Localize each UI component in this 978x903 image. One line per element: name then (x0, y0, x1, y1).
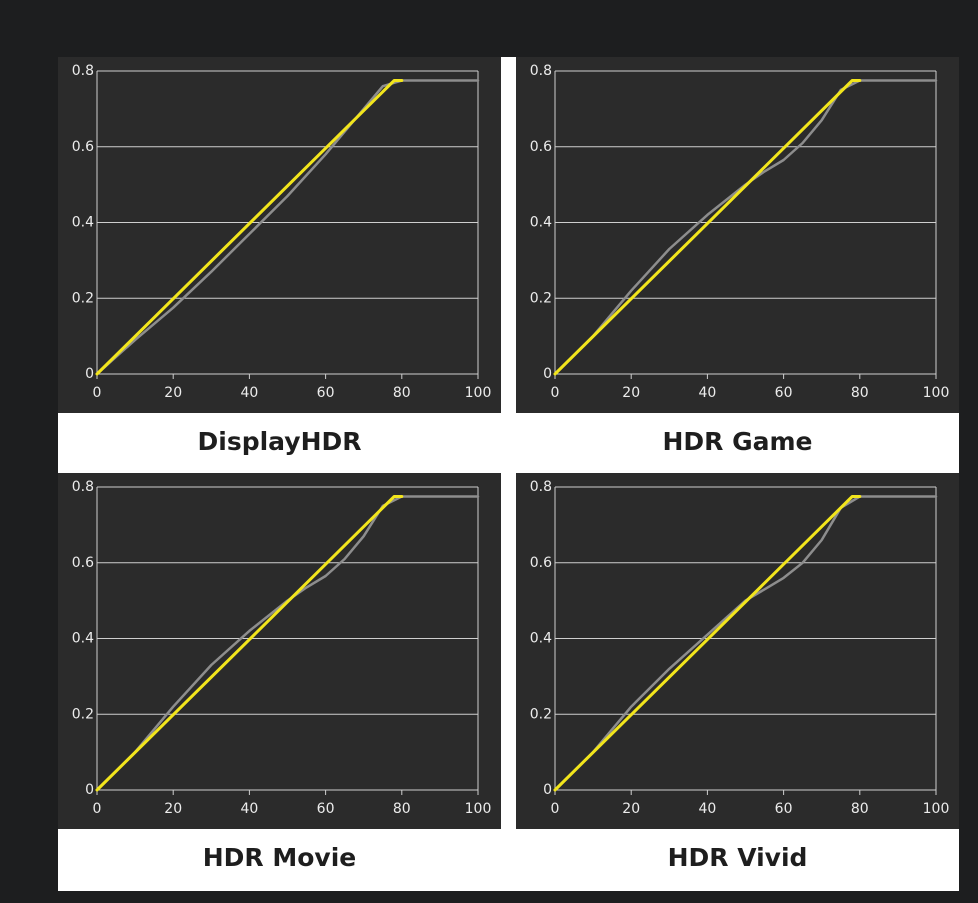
x-tick-label: 80 (393, 385, 411, 401)
x-tick-label: 20 (164, 385, 182, 401)
x-tick-label: 80 (393, 801, 411, 817)
x-tick-label: 60 (775, 801, 793, 817)
y-tick-label: 0.4 (530, 215, 552, 231)
chart-panel-hdr-game: 0 0.2 0.4 0.6 0.8 0 20 40 60 80 100 HDR Game (516, 57, 959, 456)
chart-title: DisplayHDR (197, 427, 362, 456)
x-tick-label: 40 (698, 385, 716, 401)
y-tick-label: 0 (543, 366, 552, 382)
plot-background (58, 57, 501, 413)
x-tick-label: 0 (93, 801, 102, 817)
chart-title: HDR Game (662, 427, 813, 456)
target-curve-line (553, 79, 862, 376)
y-tick-label: 0.8 (530, 63, 552, 79)
x-tick-label: 60 (317, 385, 335, 401)
x-tick-label: 100 (465, 385, 492, 401)
x-tick-label: 100 (923, 385, 950, 401)
x-tick-label: 80 (851, 801, 869, 817)
y-tick-label: 0.8 (72, 63, 94, 79)
chart-figure: 0 0.2 0.4 0.6 0.8 0 20 40 60 80 100 DisplayHDR 0 0.… (58, 57, 959, 891)
y-tick-label: 0.6 (72, 139, 94, 155)
x-tick-label: 20 (164, 801, 182, 817)
x-tick-label: 40 (698, 801, 716, 817)
chart-title: HDR Vivid (667, 843, 808, 872)
target-curve-line (95, 495, 404, 792)
target-curve-line (95, 79, 404, 376)
chart-plot-hdr-vivid: 0 0.2 0.4 0.6 0.8 0 20 40 60 80 100 (516, 473, 959, 829)
chart-plot-hdr-game: 0 0.2 0.4 0.6 0.8 0 20 40 60 80 100 (516, 57, 959, 413)
x-tick-label: 60 (775, 385, 793, 401)
x-tick-label: 0 (551, 801, 560, 817)
y-tick-label: 0.8 (72, 479, 94, 495)
y-tick-label: 0.2 (72, 706, 94, 722)
chart-panel-displayhdr: 0 0.2 0.4 0.6 0.8 0 20 40 60 80 100 DisplayHDR (58, 57, 501, 456)
chart-plot-hdr-movie: 0 0.2 0.4 0.6 0.8 0 20 40 60 80 100 (58, 473, 501, 829)
y-tick-label: 0 (85, 782, 94, 798)
y-tick-label: 0 (543, 782, 552, 798)
chart-plot-displayhdr: 0 0.2 0.4 0.6 0.8 0 20 40 60 80 100 (58, 57, 501, 413)
y-tick-label: 0 (85, 366, 94, 382)
x-tick-label: 0 (551, 385, 560, 401)
x-tick-label: 20 (622, 385, 640, 401)
x-tick-label: 0 (93, 385, 102, 401)
y-tick-label: 0.4 (72, 215, 94, 231)
plot-background (58, 473, 501, 829)
target-curve-line (553, 495, 862, 792)
x-tick-label: 80 (851, 385, 869, 401)
chart-panel-hdr-movie: 0 0.2 0.4 0.6 0.8 0 20 40 60 80 100 HDR Movie (58, 473, 501, 872)
chart-panel-hdr-vivid: 0 0.2 0.4 0.6 0.8 0 20 40 60 80 100 HDR Vivid (516, 473, 959, 872)
x-tick-label: 20 (622, 801, 640, 817)
y-tick-label: 0.6 (530, 555, 552, 571)
y-tick-label: 0.6 (530, 139, 552, 155)
x-tick-label: 100 (923, 801, 950, 817)
x-tick-label: 100 (465, 801, 492, 817)
x-tick-label: 60 (317, 801, 335, 817)
y-tick-label: 0.6 (72, 555, 94, 571)
y-tick-label: 0.2 (530, 706, 552, 722)
y-tick-label: 0.8 (530, 479, 552, 495)
y-tick-label: 0.4 (72, 631, 94, 647)
plot-background (516, 473, 959, 829)
y-tick-label: 0.4 (530, 631, 552, 647)
y-tick-label: 0.2 (530, 290, 552, 306)
plot-background (516, 57, 959, 413)
y-tick-label: 0.2 (72, 290, 94, 306)
x-tick-label: 40 (240, 801, 258, 817)
x-tick-label: 40 (240, 385, 258, 401)
chart-title: HDR Movie (202, 843, 357, 872)
